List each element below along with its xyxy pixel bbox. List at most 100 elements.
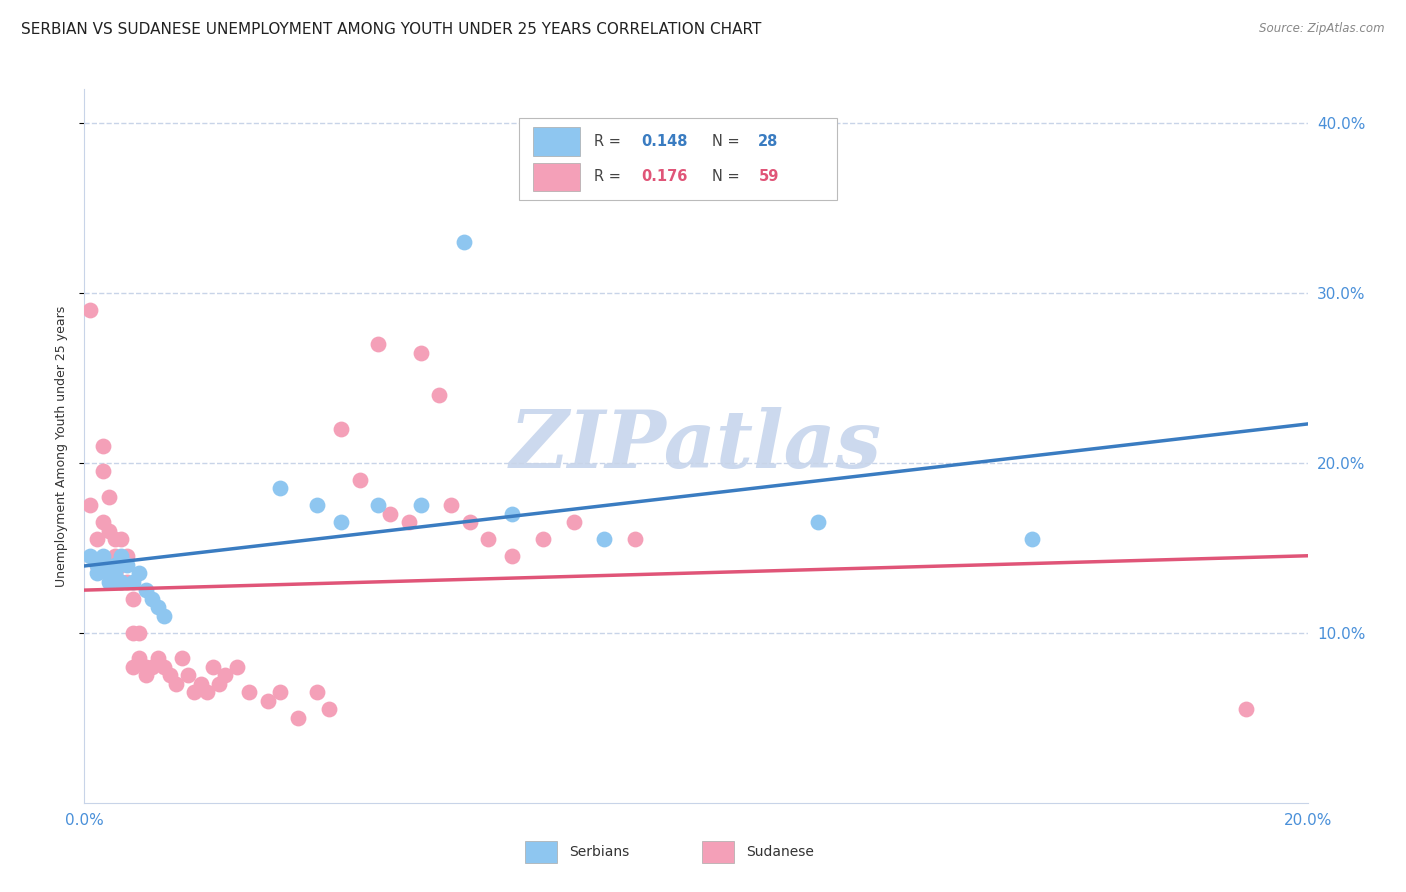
Point xyxy=(122,660,145,674)
Point xyxy=(86,558,108,572)
Point xyxy=(177,668,200,682)
Text: R =: R = xyxy=(595,134,626,149)
Point xyxy=(110,549,132,564)
Text: Source: ZipAtlas.com: Source: ZipAtlas.com xyxy=(1260,22,1385,36)
Point xyxy=(104,558,127,572)
Point xyxy=(183,685,205,699)
Point xyxy=(104,533,127,547)
Text: Sudanese: Sudanese xyxy=(747,845,814,859)
Point xyxy=(128,626,150,640)
Point xyxy=(427,388,450,402)
Point xyxy=(458,516,481,530)
Point xyxy=(91,465,114,479)
Point xyxy=(97,574,120,589)
Point xyxy=(141,660,163,674)
Text: 0.176: 0.176 xyxy=(641,169,688,185)
Point xyxy=(110,558,132,572)
FancyBboxPatch shape xyxy=(524,840,557,863)
Point xyxy=(214,668,236,682)
Text: ZIPatlas: ZIPatlas xyxy=(510,408,882,484)
Point xyxy=(172,651,194,665)
Point xyxy=(453,235,475,249)
Text: 0.148: 0.148 xyxy=(641,134,688,149)
Text: SERBIAN VS SUDANESE UNEMPLOYMENT AMONG YOUTH UNDER 25 YEARS CORRELATION CHART: SERBIAN VS SUDANESE UNEMPLOYMENT AMONG Y… xyxy=(21,22,762,37)
Point xyxy=(367,499,389,513)
Point xyxy=(146,600,169,615)
Point xyxy=(1236,702,1258,716)
Point xyxy=(318,702,340,716)
Point xyxy=(79,499,101,513)
Point xyxy=(593,533,616,547)
Point xyxy=(531,533,554,547)
Point xyxy=(104,549,127,564)
Point xyxy=(330,422,353,436)
Point xyxy=(135,660,157,674)
Point xyxy=(86,566,108,581)
FancyBboxPatch shape xyxy=(702,840,734,863)
Point xyxy=(562,516,585,530)
Text: 59: 59 xyxy=(758,169,779,185)
Point xyxy=(477,533,499,547)
Point xyxy=(330,516,353,530)
Point xyxy=(208,677,231,691)
Text: 28: 28 xyxy=(758,134,779,149)
Point xyxy=(86,558,108,572)
Point xyxy=(97,490,120,504)
Point xyxy=(153,660,176,674)
Point xyxy=(807,516,830,530)
Point xyxy=(624,533,647,547)
Point xyxy=(146,651,169,665)
Point xyxy=(115,549,138,564)
Point xyxy=(398,516,420,530)
Point xyxy=(269,482,291,496)
Point xyxy=(86,533,108,547)
Point xyxy=(159,668,181,682)
Point xyxy=(122,626,145,640)
Point xyxy=(122,591,145,606)
Point xyxy=(226,660,249,674)
Point xyxy=(380,507,402,521)
Point xyxy=(79,549,101,564)
Point xyxy=(91,558,114,572)
Point xyxy=(305,499,328,513)
Point xyxy=(1021,533,1043,547)
Point xyxy=(97,566,120,581)
Point xyxy=(195,685,218,699)
Point xyxy=(128,651,150,665)
Text: N =: N = xyxy=(711,134,744,149)
Point xyxy=(91,516,114,530)
Text: R =: R = xyxy=(595,169,626,185)
Point xyxy=(190,677,212,691)
Point xyxy=(128,566,150,581)
Point xyxy=(141,591,163,606)
Text: Serbians: Serbians xyxy=(569,845,628,859)
Point xyxy=(91,439,114,453)
Point xyxy=(349,473,371,487)
Point xyxy=(409,345,432,359)
Point xyxy=(122,574,145,589)
Point xyxy=(110,574,132,589)
FancyBboxPatch shape xyxy=(519,118,837,200)
Point xyxy=(115,574,138,589)
Point xyxy=(269,685,291,699)
Point xyxy=(305,685,328,699)
Point xyxy=(257,694,280,708)
Point xyxy=(115,558,138,572)
Point xyxy=(135,668,157,682)
Point xyxy=(440,499,463,513)
Point xyxy=(91,549,114,564)
Point xyxy=(502,549,524,564)
FancyBboxPatch shape xyxy=(533,162,579,191)
Point xyxy=(153,608,176,623)
Y-axis label: Unemployment Among Youth under 25 years: Unemployment Among Youth under 25 years xyxy=(55,305,69,587)
Point xyxy=(165,677,187,691)
Point xyxy=(201,660,224,674)
Text: N =: N = xyxy=(711,169,744,185)
Point xyxy=(287,711,309,725)
Point xyxy=(110,574,132,589)
Point xyxy=(97,524,120,538)
Point xyxy=(135,583,157,598)
Point xyxy=(367,337,389,351)
Point xyxy=(409,499,432,513)
Point xyxy=(502,507,524,521)
